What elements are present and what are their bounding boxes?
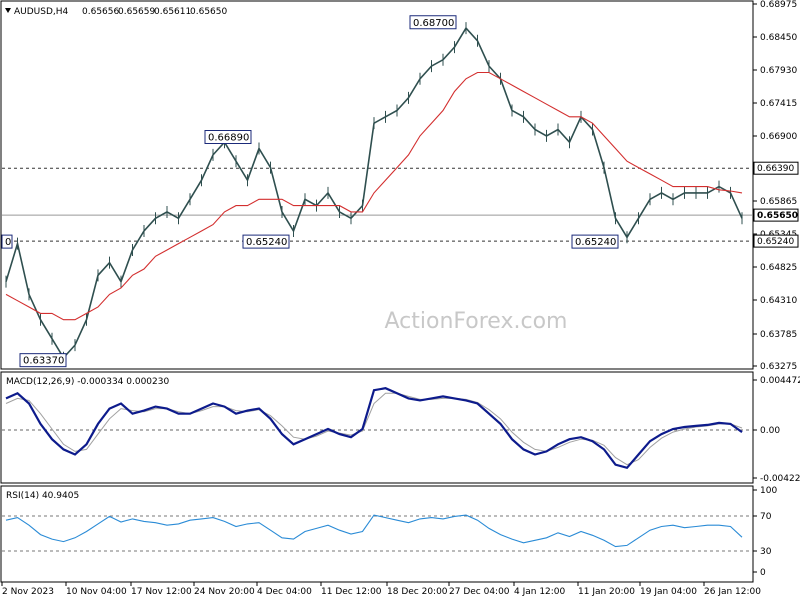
chart-header: AUDUSD,H4 0.65656 0.65659 0.65611 0.6565… [5, 7, 227, 17]
price-tick-label: 0.64310 [760, 296, 797, 306]
watermark: ActionForex.com [385, 309, 568, 334]
rsi-tick-label: 30 [760, 547, 772, 557]
macd-tick-label: -0.004229 [760, 474, 800, 484]
level-badge-label: 0.65650 [757, 211, 798, 221]
level-badge-label: 0.66390 [757, 164, 794, 174]
rsi-panel-frame [0, 485, 754, 583]
price-callout-box [571, 234, 619, 249]
price-annotations: 0.68700 0.66890 0.65240 0.65240 0.63370 0 [1, 15, 619, 368]
low-value: 0.65611 [154, 7, 191, 17]
horizontal-levels: 0.66390 0.65240 0.65650 [2, 161, 799, 248]
time-tick-label: 19 Jan 04:00 [640, 587, 697, 597]
price-callout: 0.66890 [208, 133, 249, 144]
time-tick-label: 17 Nov 12:00 [131, 587, 192, 597]
price-callout: 0.63370 [23, 356, 64, 367]
level-badge [753, 161, 799, 175]
price-tick-label: 0.63785 [760, 330, 797, 340]
ema-line [5, 71, 743, 321]
price-callout: 0.68700 [413, 18, 454, 29]
price-callout-box [242, 234, 290, 249]
macd-panel-frame [0, 371, 754, 484]
price-tick-label: 0.64825 [760, 263, 797, 273]
rsi-tick-label: 100 [760, 486, 777, 496]
time-tick-label: 11 Jan 20:00 [578, 587, 635, 597]
time-tick-label: 18 Dec 20:00 [387, 587, 448, 597]
symbol-label: AUDUSD,H4 [14, 7, 69, 17]
price-tick-label: 0.67415 [760, 99, 797, 109]
time-tick-label: 26 Jan 12:00 [704, 587, 761, 597]
rsi-tick-label: 0 [760, 568, 766, 578]
time-tick-label: 10 Nov 04:00 [66, 587, 127, 597]
time-tick-label: 11 Dec 12:00 [321, 587, 382, 597]
price-tick-label: 0.66900 [760, 132, 797, 142]
macd-plot [5, 387, 743, 470]
price-tick-label: 0.68975 [760, 0, 797, 10]
time-tick-label: 27 Dec 04:00 [449, 587, 510, 597]
macd-tick-label: 0.00 [760, 426, 780, 436]
time-tick-label: 4 Jan 12:00 [514, 587, 566, 597]
time-tick-label: 2 Nov 2023 [2, 587, 54, 597]
price-callout-box [204, 130, 252, 145]
rsi-tick-label: 70 [760, 512, 772, 522]
high-value: 0.65659 [118, 7, 155, 17]
price-callout: 0 [5, 237, 11, 248]
rsi-line [5, 514, 743, 548]
price-callout: 0.65240 [575, 237, 616, 248]
price-callout-box [1, 234, 13, 249]
price-panel-frame [0, 0, 754, 370]
dropdown-triangle-icon[interactable] [5, 8, 11, 13]
time-tick-label: 24 Nov 20:00 [194, 587, 255, 597]
rsi-label: RSI(14) 40.9405 [6, 491, 79, 501]
price-tick-label: 0.63275 [760, 362, 797, 372]
level-badge-label: 0.65240 [757, 237, 794, 247]
price-tick-label: 0.67930 [760, 66, 797, 76]
macd-line [5, 387, 743, 470]
time-tick-label: 4 Dec 04:00 [257, 587, 312, 597]
price-tick-label: 0.65865 [760, 197, 797, 207]
price-callout: 0.65240 [246, 237, 287, 248]
rsi-plot [5, 514, 743, 548]
macd-axis: 0.004472 0.00 -0.004229 [2, 376, 800, 484]
open-value: 0.65656 [82, 7, 119, 17]
macd-tick-label: 0.004472 [760, 376, 800, 386]
level-badge [753, 208, 799, 222]
time-axis: 2 Nov 2023 10 Nov 04:00 17 Nov 12:00 24 Nov… [1, 582, 761, 597]
price-plot [5, 22, 743, 364]
price-tick-label: 0.68450 [760, 33, 797, 43]
close-value: 0.65650 [190, 7, 227, 17]
price-callout-box [19, 353, 67, 368]
level-badge [753, 234, 799, 248]
macd-label: MACD(12,26,9) -0.000334 0.000230 [6, 377, 169, 387]
price-callout-box [409, 15, 457, 30]
